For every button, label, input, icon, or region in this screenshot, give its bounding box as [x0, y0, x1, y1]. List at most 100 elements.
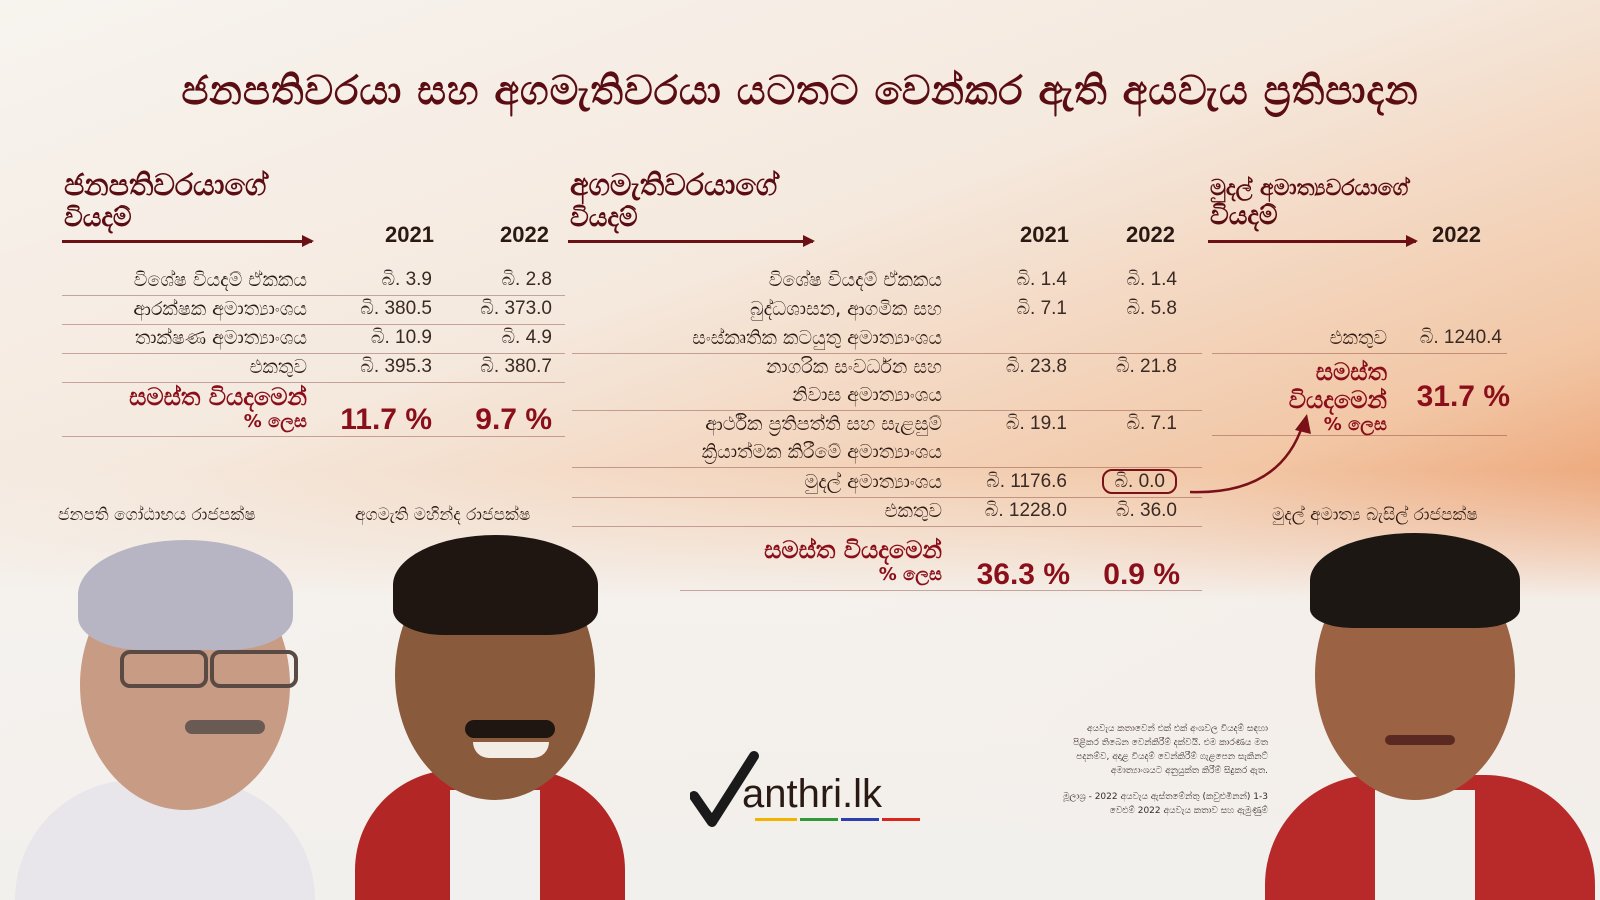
- row-value-2021: බි. 7.1: [1016, 298, 1067, 319]
- logo-bar-red: [882, 818, 920, 821]
- table-row: ආරක්ෂක අමාත්‍යාංශය බි. 380.5 බි. 373.0: [62, 295, 565, 325]
- page-title: ජනපතිවරයා සහ අගමැතිවරයා යටතට වෙන්කර ඇති …: [181, 68, 1419, 114]
- percent-label-line2: % ලෙස: [878, 564, 942, 585]
- row-value-2021: බි. 10.9: [370, 327, 432, 348]
- table-row: ආර්ථික ප්‍රතිපත්ති සහ සැළසුම් බි. 19.1 බ…: [572, 410, 1202, 439]
- finance-year-2022: 2022: [1432, 222, 1481, 247]
- table-row-percent: [62, 383, 565, 437]
- finance-heading: මුදල් අමාත්‍යවරයාගේ වියදම්: [1210, 176, 1408, 232]
- table-row: නාගරික සංවර්ධන සහ බි. 23.8 බි. 21.8: [572, 353, 1202, 382]
- row-label: ආරක්ෂක අමාත්‍යාංශය: [133, 298, 307, 320]
- finance-percent-2022: 31.7 %: [1416, 380, 1510, 413]
- table-row: නිවාස අමාත්‍යාංශය: [572, 381, 1202, 411]
- row-value-2022: බි. 5.8: [1126, 298, 1177, 319]
- row-label: තාක්ෂණ අමාත්‍යාංශය: [134, 327, 307, 349]
- table-row: සංස්කෘතික කටයුතු අමාත්‍යාංශය: [572, 324, 1202, 354]
- circled-value: බි. 0.0: [1102, 469, 1177, 494]
- row-label: සංස්කෘතික කටයුතු අමාත්‍යාංශය: [692, 327, 942, 349]
- president-caption: ජනපති ගෝඨාභය රාජපක්ෂ: [58, 505, 256, 525]
- source-line: මූලාශ්‍ර - 2022 අයවැය ඇස්තමේන්තු (කවුළුම…: [1062, 792, 1268, 802]
- footnote-line: පදනම්ව, අදාළ වියදම් වෙන්කිරීම් ගැළපෙන සැ…: [1076, 752, 1268, 762]
- row-label: නාගරික සංවර්ධන සහ: [766, 356, 942, 378]
- row-value-2022: බි. 373.0: [480, 298, 552, 319]
- row-value-2021: බි. 1.4: [1016, 269, 1067, 290]
- president-heading-line2: වියදම්: [64, 203, 132, 233]
- row-value-2021: බි. 23.8: [1005, 356, 1067, 377]
- table-row: විශේෂ වියදම් ඒකකය බි. 1.4 බි. 1.4: [572, 266, 1202, 295]
- president-year-2021: 2021: [385, 222, 434, 247]
- row-label: බුද්ධශාසන, ආගමික සහ: [750, 298, 942, 320]
- source-line: වෙළුම් 2022 අයවැය කතාව සහ ඇමුණුම්: [1109, 806, 1268, 816]
- pm-caption: අගමැති මහින්ද රාජපක්ෂ: [355, 505, 531, 525]
- row-label: එකතුව: [249, 356, 307, 378]
- table-row: මුදල් අමාත්‍යාංශය බි. 1176.6 බි. 0.0: [572, 468, 1202, 498]
- connector-arrow: [1189, 414, 1311, 494]
- percent-label-line1: සමස්ත වියදමෙන්: [764, 536, 942, 564]
- pm-heading-line1: අගමැතිවරයාගේ: [570, 168, 778, 203]
- logo-text: anthri.lk: [742, 772, 883, 816]
- finance-heading-line1: මුදල් අමාත්‍යවරයාගේ: [1210, 176, 1409, 201]
- row-value-2022-circled: බි. 0.0: [1077, 469, 1177, 494]
- finance-minister-portrait: [1255, 525, 1600, 900]
- row-value-2021: බි. 1228.0: [984, 500, 1067, 521]
- row-label: විශේෂ වියදම් ඒකකය: [133, 269, 307, 291]
- pm-percent-2021: 36.3 %: [976, 558, 1070, 591]
- row-value-2021: බි. 380.5: [360, 298, 432, 319]
- table-row: ක්‍රියාත්මක කිරීමේ අමාත්‍යාංශය: [572, 438, 1202, 468]
- finance-total-row: එකතුව බි. 1240.4: [1212, 324, 1507, 354]
- president-arrow: [62, 235, 314, 247]
- pm-year-2022: 2022: [1126, 222, 1175, 247]
- row-label: ආර්ථික ප්‍රතිපත්ති සහ සැළසුම්: [705, 413, 942, 435]
- president-percent-label: සමස්ත වියදමෙන් % ලෙස: [62, 383, 307, 432]
- row-value-2022: බි. 2.8: [501, 269, 552, 290]
- percent-label-line1: සමස්ත වියදමෙන්: [129, 383, 307, 411]
- row-value-2021: බි. 1176.6: [986, 471, 1067, 492]
- row-value-2022: බි. 1240.4: [1419, 327, 1502, 348]
- row-value-2022: බි. 21.8: [1115, 356, 1177, 377]
- logo-bar-green: [800, 818, 838, 821]
- president-heading: ජනපතිවරයාගේ වියදම්: [64, 168, 266, 234]
- row-value-2022: බි. 380.7: [480, 356, 552, 377]
- president-percent-2022: 9.7 %: [475, 403, 552, 436]
- finance-caption: මුදල් අමාත්‍ය බැසිල් රාජපක්ෂ: [1272, 505, 1478, 525]
- row-label: විශේෂ වියදම් ඒකකය: [768, 269, 942, 291]
- row-label: ක්‍රියාත්මක කිරීමේ අමාත්‍යාංශය: [701, 441, 942, 463]
- finance-arrow: [1208, 235, 1418, 247]
- footnote-line: අයවැය කතාවෙන් එක් එක් අංශවල වියදම් සඳහා: [1086, 724, 1268, 734]
- pm-portrait: [355, 530, 625, 900]
- president-heading-line1: ජනපතිවරයාගේ: [64, 168, 267, 203]
- logo-bar-blue: [841, 818, 879, 821]
- row-value-2021: බි. 3.9: [381, 269, 432, 290]
- table-row-total: එකතුව බි. 395.3 බි. 380.7: [62, 353, 565, 383]
- table-row-total: එකතුව බි. 1228.0 බි. 36.0: [572, 497, 1202, 527]
- percent-label-line2: % ලෙස: [243, 411, 307, 432]
- percent-label-line1: සමස්ත: [1315, 358, 1387, 386]
- pm-year-2021: 2021: [1020, 222, 1069, 247]
- president-portrait: [0, 530, 320, 900]
- pm-arrow: [568, 235, 815, 247]
- logo-bar-yellow: [755, 818, 797, 821]
- finance-heading-line2: වියදම්: [1210, 201, 1278, 231]
- table-row: විශේෂ වියදම් ඒකකය බි. 3.9 බි. 2.8: [62, 266, 565, 296]
- percent-label-line3: % ලෙස: [1323, 414, 1387, 435]
- row-label: එකතුව: [884, 500, 942, 522]
- logo-checkmark-icon: [690, 751, 759, 827]
- percent-label-line2: වියදමෙන්: [1288, 386, 1387, 414]
- pm-heading-line2: වියදම්: [570, 203, 638, 233]
- row-value-2022: බි. 1.4: [1126, 269, 1177, 290]
- row-label: නිවාස අමාත්‍යාංශය: [792, 384, 942, 406]
- footnote: අයවැය කතාවෙන් එක් එක් අංශවල වියදම් සඳහා …: [1020, 722, 1268, 818]
- finance-percent-row: [1212, 355, 1507, 436]
- row-label: මුදල් අමාත්‍යාංශය: [804, 471, 942, 493]
- row-value-2021: බි. 395.3: [360, 356, 432, 377]
- pm-heading: අගමැතිවරයාගේ වියදම්: [570, 168, 777, 234]
- table-row: තාක්ෂණ අමාත්‍යාංශය බි. 10.9 බි. 4.9: [62, 324, 565, 354]
- footnote-line: පිළිකර තිබෙන වෙන්කිරීම් දක්වයි. එම කාරණය…: [1073, 738, 1268, 748]
- president-percent-2021: 11.7 %: [340, 403, 432, 436]
- row-value-2022: බි. 36.0: [1115, 500, 1177, 521]
- row-value-2022: බි. 7.1: [1126, 413, 1177, 434]
- row-value-2021: බි. 19.1: [1005, 413, 1067, 434]
- president-year-2022: 2022: [500, 222, 549, 247]
- table-row-percent: [680, 534, 1202, 591]
- pm-percent-2022: 0.9 %: [1103, 558, 1180, 591]
